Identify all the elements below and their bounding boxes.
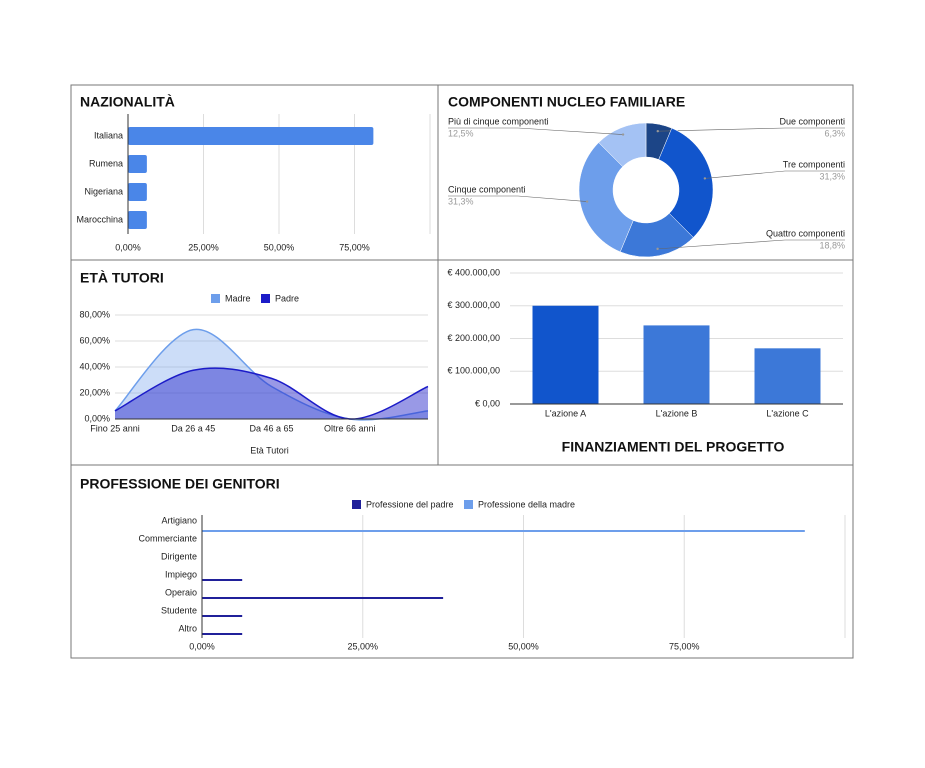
legend-swatch	[352, 500, 361, 509]
x-tick-label: 25,00%	[347, 641, 378, 651]
bar	[754, 348, 821, 404]
x-tick-label: 0,00%	[115, 242, 141, 252]
bar	[202, 579, 243, 581]
y-tick-label: Rumena	[89, 158, 123, 168]
y-tick-label: 60,00%	[79, 335, 110, 345]
pie-slice	[658, 127, 714, 238]
y-tick-label: € 200.000,00	[447, 333, 500, 343]
area-fill	[115, 329, 428, 420]
x-tick-label: 50,00%	[508, 641, 539, 651]
legend-swatch	[261, 294, 270, 303]
x-tick-label: 50,00%	[264, 242, 295, 252]
leader-dot	[585, 200, 589, 203]
chart-title: COMPONENTI NUCLEO FAMILIARE	[448, 94, 685, 110]
x-tick-label: L'azione C	[766, 408, 809, 418]
leader-line	[448, 195, 588, 202]
line	[114, 328, 429, 421]
panel-border	[70, 464, 854, 659]
y-tick-label: 40,00%	[79, 361, 110, 371]
y-tick-label: Nigeriana	[84, 186, 123, 196]
x-tick-label: L'azione A	[545, 408, 586, 418]
x-tick-label: 25,00%	[188, 242, 219, 252]
y-tick-label: € 100.000,00	[447, 366, 500, 376]
y-tick-label: Studente	[161, 605, 197, 615]
value-label: 31,3%	[448, 196, 474, 206]
y-tick-label: Altro	[178, 623, 197, 633]
legend-label: Cinque componenti	[448, 184, 526, 194]
pie-slice	[578, 142, 634, 253]
y-tick-label: 0,00%	[84, 413, 110, 423]
bar	[202, 597, 444, 599]
legend-label: Professione della madre	[478, 499, 575, 509]
chart-title: ETÀ TUTORI	[80, 270, 164, 286]
legend-label: Due componenti	[779, 116, 845, 126]
bar	[532, 305, 599, 404]
chart-title: PROFESSIONE DEI GENITORI	[80, 476, 280, 492]
y-tick-label: 80,00%	[79, 309, 110, 319]
legend-label: Madre	[225, 293, 251, 303]
leader-line	[657, 127, 845, 132]
x-tick-label: Da 46 a 65	[249, 423, 293, 433]
leader-line	[448, 127, 624, 135]
x-tick-label: Oltre 66 anni	[324, 423, 376, 433]
leader-dot	[656, 247, 659, 251]
legend-label: Professione del padre	[366, 499, 454, 509]
y-tick-label: € 300.000,00	[447, 300, 500, 310]
leader-line	[657, 239, 845, 250]
leader-dot	[703, 177, 707, 180]
chart-title: NAZIONALITÀ	[80, 94, 175, 110]
bar	[202, 530, 805, 532]
legend-label: Tre componenti	[783, 159, 845, 169]
x-tick-label: 75,00%	[669, 641, 700, 651]
y-tick-label: Dirigente	[161, 551, 197, 561]
legend-swatch	[464, 500, 473, 509]
legend-label: Più di cinque componenti	[448, 116, 549, 126]
y-tick-label: Artigiano	[161, 515, 197, 525]
legend-label: Padre	[275, 293, 299, 303]
value-label: 18,8%	[819, 240, 845, 250]
x-tick-label: 0,00%	[189, 641, 215, 651]
legend-label: Quattro componenti	[766, 228, 845, 238]
chart-title: FINANZIAMENTI DEL PROGETTO	[562, 439, 785, 455]
value-label: 6,3%	[824, 128, 845, 138]
line	[114, 367, 429, 420]
x-tick-label: Fino 25 anni	[90, 423, 140, 433]
value-label: 12,5%	[448, 128, 474, 138]
bar	[128, 183, 147, 201]
x-tick-label: Da 26 a 45	[171, 423, 215, 433]
y-tick-label: Commerciante	[138, 533, 197, 543]
bar	[128, 155, 147, 173]
y-tick-label: Italiana	[94, 130, 123, 140]
bar	[128, 211, 147, 229]
x-tick-label: 75,00%	[339, 242, 370, 252]
value-label: 31,3%	[819, 171, 845, 181]
y-tick-label: 20,00%	[79, 387, 110, 397]
panel-border	[70, 259, 439, 466]
bar	[128, 127, 374, 145]
y-tick-label: € 400.000,00	[447, 267, 500, 277]
leader-dot	[621, 133, 625, 136]
y-tick-label: € 0,00	[475, 398, 500, 408]
x-axis-label: Età Tutori	[250, 445, 289, 455]
x-tick-label: L'azione B	[656, 408, 698, 418]
area-fill	[115, 368, 428, 420]
y-tick-label: Marocchina	[76, 214, 123, 224]
panel-border	[70, 84, 439, 261]
bar	[202, 633, 243, 635]
legend-swatch	[211, 294, 220, 303]
bar	[202, 615, 243, 617]
leader-dot	[656, 129, 659, 133]
y-tick-label: Operaio	[165, 587, 197, 597]
leader-line	[704, 170, 845, 179]
y-tick-label: Impiego	[165, 569, 197, 579]
bar	[643, 325, 710, 404]
